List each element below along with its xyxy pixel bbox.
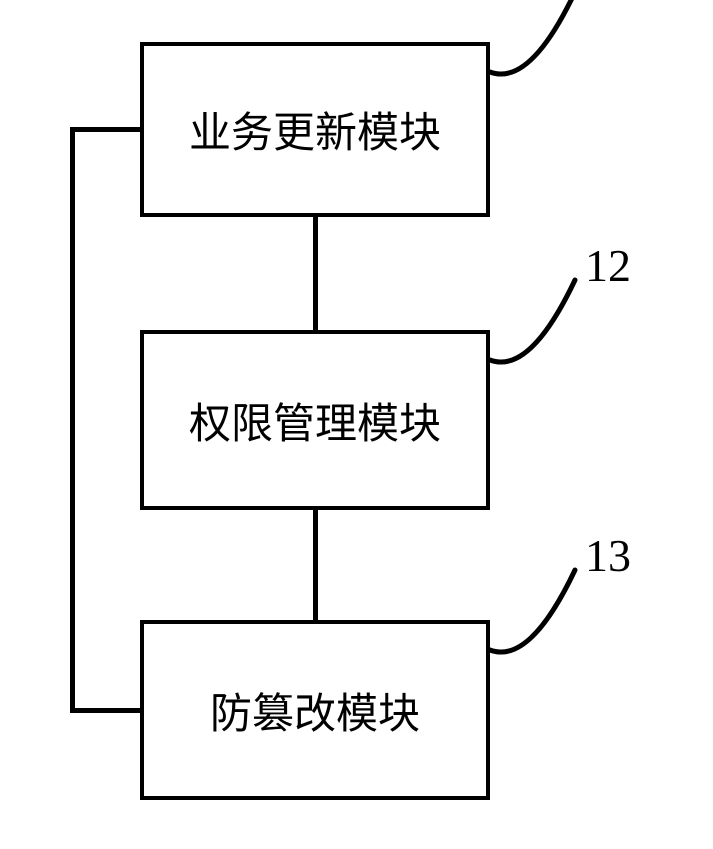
- edge-horizontal: [70, 127, 140, 132]
- edge-vertical: [313, 510, 318, 620]
- callout-label: 13: [585, 529, 631, 582]
- edge-horizontal: [70, 708, 140, 713]
- edge-vertical: [313, 217, 318, 330]
- edge-vertical-rail: [70, 127, 75, 713]
